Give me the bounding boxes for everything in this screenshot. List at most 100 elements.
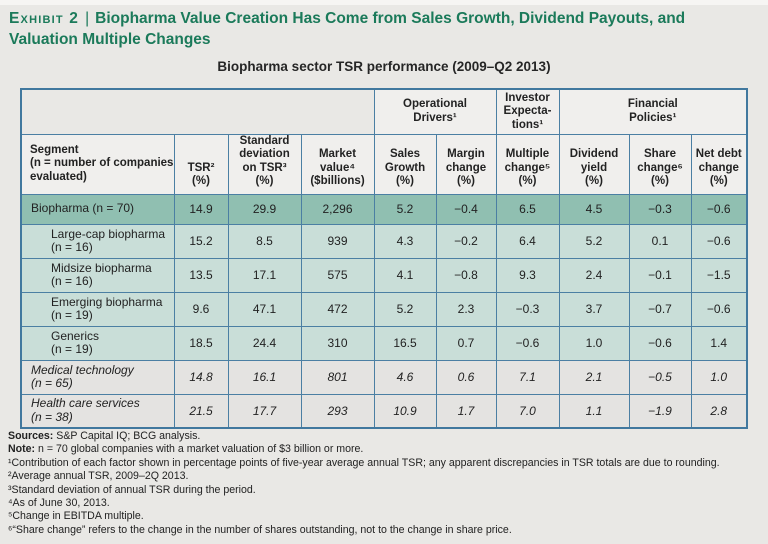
- table-row: Large-cap biopharma (n = 16) 15.2 8.5 939 4.…: [20, 223, 748, 259]
- value-cell: −0.3: [495, 291, 560, 327]
- value-cell: 472: [300, 291, 375, 327]
- column-header-2: Standard deviation on TSR³ (%): [227, 133, 302, 195]
- table-row: Midsize biopharma (n = 16) 13.5 17.1 575 4.1…: [20, 257, 748, 293]
- value-cell: −0.2: [435, 223, 497, 259]
- value-cell: −0.8: [435, 257, 497, 293]
- value-cell: −1.5: [690, 257, 748, 293]
- value-cell: 6.5: [495, 193, 560, 225]
- value-cell: 21.5: [173, 393, 229, 429]
- value-cell: −0.4: [435, 193, 497, 225]
- column-header-6: Multiple change⁵ (%): [495, 133, 560, 195]
- value-cell: 310: [300, 325, 375, 361]
- value-cell: −0.3: [628, 193, 692, 225]
- value-cell: 1.0: [558, 325, 630, 361]
- group-header-spacer: [20, 88, 375, 135]
- value-cell: 3.7: [558, 291, 630, 327]
- segment-cell: Health care services (n = 38): [20, 393, 175, 429]
- value-cell: 18.5: [173, 325, 229, 361]
- segment-cell: Biopharma (n = 70): [20, 193, 175, 225]
- value-cell: 4.1: [373, 257, 437, 293]
- value-cell: 2,296: [300, 193, 375, 225]
- value-cell: 9.6: [173, 291, 229, 327]
- value-cell: 1.0: [690, 359, 748, 395]
- group-header-2: Financial Policies¹: [558, 88, 748, 135]
- group-header-row: Operational Drivers¹ Investor Expecta- ti…: [20, 88, 748, 135]
- value-cell: 17.1: [227, 257, 302, 293]
- value-cell: 939: [300, 223, 375, 259]
- footnotes: Sources: S&P Capital IQ; BCG analysis. No…: [8, 430, 762, 537]
- value-cell: −0.6: [495, 325, 560, 361]
- footnote-line: ⁶“Share change” refers to the change in …: [8, 523, 512, 536]
- segment-cell: Large-cap biopharma (n = 16): [20, 223, 175, 259]
- segment-cell: Midsize biopharma (n = 16): [20, 257, 175, 293]
- footnote-line: ⁴As of June 30, 2013.: [8, 497, 110, 510]
- page-top-highlight: [0, 0, 768, 5]
- value-cell: 9.3: [495, 257, 560, 293]
- value-cell: 16.1: [227, 359, 302, 395]
- value-cell: 293: [300, 393, 375, 429]
- footnote-line: Sources: S&P Capital IQ; BCG analysis.: [8, 430, 201, 442]
- value-cell: 29.9: [227, 193, 302, 225]
- value-cell: 8.5: [227, 223, 302, 259]
- value-cell: 10.9: [373, 393, 437, 429]
- column-header-4: Sales Growth (%): [373, 133, 437, 195]
- table-row: Generics (n = 19) 18.5 24.4 310 16.5 0.7 −0.6 1…: [20, 325, 748, 361]
- value-cell: 0.1: [628, 223, 692, 259]
- exhibit-title: Exhibit 2 | Biopharma Value Creation Has C…: [9, 8, 757, 50]
- value-cell: 24.4: [227, 325, 302, 361]
- table-row: Emerging biopharma (n = 19) 9.6 47.1 472 5.2…: [20, 291, 748, 327]
- column-header-7: Dividend yield (%): [558, 133, 630, 195]
- value-cell: −0.6: [690, 291, 748, 327]
- value-cell: 14.8: [173, 359, 229, 395]
- value-cell: 5.2: [373, 193, 437, 225]
- value-cell: 14.9: [173, 193, 229, 225]
- tsr-performance-table: Operational Drivers¹ Investor Expecta- ti…: [20, 88, 749, 429]
- value-cell: −0.6: [690, 193, 748, 225]
- value-cell: 575: [300, 257, 375, 293]
- footnote-line: Note: n = 70 global companies with a mar…: [8, 443, 364, 456]
- value-cell: 1.4: [690, 325, 748, 361]
- value-cell: 7.0: [495, 393, 560, 429]
- value-cell: −0.7: [628, 291, 692, 327]
- value-cell: −0.6: [628, 325, 692, 361]
- table-row: Biopharma (n = 70) 14.9 29.9 2,296 5.2 −0.4 6.…: [20, 193, 748, 225]
- value-cell: 4.5: [558, 193, 630, 225]
- value-cell: 6.4: [495, 223, 560, 259]
- segment-cell: Medical technology (n = 65): [20, 359, 175, 395]
- value-cell: 0.6: [435, 359, 497, 395]
- footnote-line: ¹Contribution of each factor shown in pe…: [8, 456, 720, 469]
- table-title: Biopharma sector TSR performance (2009–Q…: [217, 59, 551, 74]
- footnote-line: ³Standard deviation of annual TSR during…: [8, 483, 256, 496]
- table-row: Medical technology (n = 65) 14.8 16.1 801 4.…: [20, 359, 748, 395]
- column-header-3: Market value⁴ ($billions): [300, 133, 375, 195]
- title-separator: |: [85, 10, 90, 27]
- column-header-8: Share change⁶ (%): [628, 133, 692, 195]
- footnote-line: ²Average annual TSR, 2009–2Q 2013.: [8, 470, 189, 483]
- value-cell: 2.1: [558, 359, 630, 395]
- value-cell: 7.1: [495, 359, 560, 395]
- column-header-9: Net debt change (%): [690, 133, 748, 195]
- value-cell: 801: [300, 359, 375, 395]
- value-cell: −0.1: [628, 257, 692, 293]
- value-cell: 16.5: [373, 325, 437, 361]
- value-cell: 4.3: [373, 223, 437, 259]
- group-header-0: Operational Drivers¹: [373, 88, 497, 135]
- value-cell: 2.4: [558, 257, 630, 293]
- value-cell: 5.2: [373, 291, 437, 327]
- value-cell: 17.7: [227, 393, 302, 429]
- segment-column-header: Segment (n = number of companies evaluat…: [20, 133, 175, 195]
- value-cell: 1.7: [435, 393, 497, 429]
- value-cell: 0.7: [435, 325, 497, 361]
- column-header-1: TSR² (%): [173, 133, 229, 195]
- group-header-1: Investor Expecta- tions¹: [495, 88, 560, 135]
- column-header-row: Segment (n = number of companies evaluat…: [20, 133, 748, 195]
- column-header-5: Margin change (%): [435, 133, 497, 195]
- segment-cell: Emerging biopharma (n = 19): [20, 291, 175, 327]
- table-body: Biopharma (n = 70) 14.9 29.9 2,296 5.2 −0.4 6.…: [20, 193, 748, 429]
- value-cell: 47.1: [227, 291, 302, 327]
- value-cell: −0.5: [628, 359, 692, 395]
- table-row: Health care services (n = 38) 21.5 17.7 293…: [20, 393, 748, 429]
- exhibit-title-text: Biopharma Value Creation Has Come from S…: [9, 10, 686, 48]
- value-cell: 2.3: [435, 291, 497, 327]
- value-cell: 2.8: [690, 393, 748, 429]
